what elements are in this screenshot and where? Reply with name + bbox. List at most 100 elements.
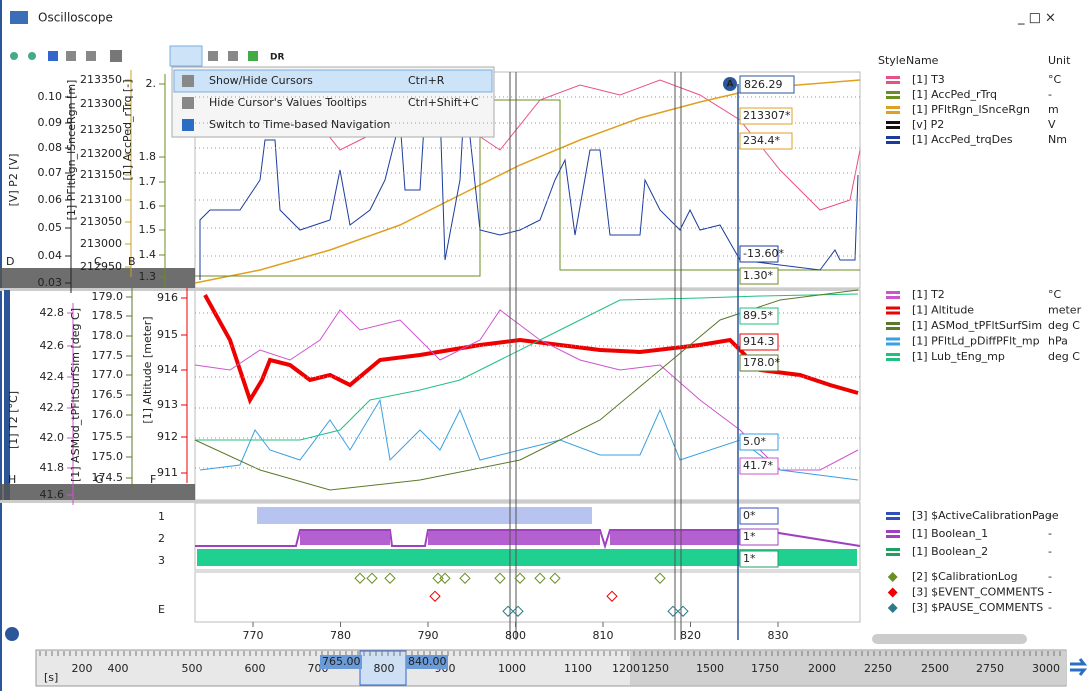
legend-name[interactable]: [3] $ActiveCalibrationPage [912, 509, 1059, 522]
cursor-value: 178.0* [743, 356, 780, 369]
legend-swatch [886, 126, 900, 129]
toolbar-label[interactable]: DR [270, 53, 284, 63]
legend-name[interactable]: [1] PFltRgn_lSnceRgn [912, 103, 1030, 116]
cursor-value-box [739, 333, 779, 351]
y-tick-label: 175.5 [92, 430, 124, 443]
nav-arrow[interactable] [1070, 658, 1088, 676]
cursor-value: 41.7* [743, 459, 773, 472]
y-tick-label: 174.5 [92, 471, 124, 484]
legend-swatch [887, 572, 898, 582]
y-tick-label: 42.2 [40, 401, 65, 414]
event-letter: E [158, 603, 165, 616]
legend-name[interactable]: [1] Boolean_2 [912, 545, 988, 558]
navigator-tick: 1500 [696, 662, 724, 675]
legend-swatch [886, 91, 900, 94]
legend-swatch [886, 322, 900, 325]
cursor-value: 1* [743, 552, 756, 565]
cursor-value-box [739, 107, 793, 125]
cursor-time: 826.29 [744, 78, 783, 91]
x-tick-label: 800 [505, 629, 526, 642]
menu-item[interactable]: Switch to Time-based Navigation [209, 118, 390, 131]
app-icon [10, 11, 28, 24]
axis-letter: C [94, 255, 102, 268]
navigator-tick: 800 [374, 662, 395, 675]
y-tick-label: 178.5 [92, 309, 124, 322]
cursor-value: 89.5* [743, 309, 773, 322]
legend-unit: - [1048, 88, 1052, 101]
legend-name[interactable]: [1] ASMod_tPFltSurfSim [912, 319, 1042, 332]
x-tick-label: 830 [768, 629, 789, 642]
legend-scrollbar[interactable] [872, 634, 1027, 644]
event-marker [429, 590, 441, 602]
y-tick-label: 42.0 [40, 431, 65, 444]
navigator-tick: 1100 [564, 662, 592, 675]
legend-name[interactable]: [1] T2 [912, 288, 945, 301]
nav-label-box [406, 655, 448, 669]
event-marker [654, 572, 666, 584]
legend-name[interactable]: [1] AccPed_rTrq [912, 88, 997, 101]
y-axis-label: [1] PFltRgn_lSnceRgn [m] [65, 80, 78, 221]
y-tick-label: 916 [157, 291, 178, 304]
legend-header: Unit [1048, 54, 1071, 67]
y-tick-label: 177.5 [92, 349, 124, 362]
legend-swatch [886, 81, 900, 84]
legend-unit: Nm [1048, 133, 1067, 146]
cursor-value-box [739, 267, 779, 285]
y-tick-label: 0.07 [38, 166, 63, 179]
menu-item[interactable]: Hide Cursor's Values Tooltips [209, 96, 367, 109]
cursor-value: 0* [743, 509, 756, 522]
y-tick-label: 178.0 [92, 329, 124, 342]
y-axis-label: [1] T2 [°C] [7, 391, 20, 449]
cursor-value: 1.30* [743, 269, 773, 282]
y-tick-label: 213200 [80, 147, 122, 160]
y-tick-label: 0.08 [38, 141, 63, 154]
cursor-value-box [739, 433, 779, 451]
event-marker [366, 572, 378, 584]
menu-item[interactable]: Show/Hide Cursors [209, 74, 313, 87]
legend-name[interactable]: [3] $PAUSE_COMMENTS [912, 601, 1043, 614]
menu-icon [182, 75, 194, 87]
navigator-start: 765.00 [322, 655, 361, 668]
y-axis-label: [1] Altitude [meter] [141, 316, 154, 423]
y-tick-label: 42.8 [40, 306, 65, 319]
digital-label: 2 [158, 532, 165, 545]
event-marker [606, 590, 618, 602]
legend-name[interactable]: [1] Lub_tEng_mp [912, 350, 1005, 363]
legend-unit: V [1048, 118, 1056, 131]
navigator-tick: 1250 [641, 662, 669, 675]
legend-swatch [886, 512, 900, 515]
legend-swatch [886, 291, 900, 294]
legend-swatch [886, 136, 900, 139]
info-icon[interactable] [5, 627, 19, 641]
y-tick-label: 913 [157, 398, 178, 411]
navigator-tick: 200 [72, 662, 93, 675]
legend-name[interactable]: [3] $EVENT_COMMENTS [912, 586, 1044, 599]
y-tick-label: 213250 [80, 123, 122, 136]
window-border [0, 0, 2, 691]
legend-name[interactable]: [v] P2 [912, 118, 944, 131]
menu-shortcut: Ctrl+Shift+C [408, 96, 479, 109]
window-controls[interactable]: _ □ × [1017, 11, 1056, 26]
cursor-value-box [739, 457, 779, 475]
navigator-tick: 2500 [921, 662, 949, 675]
legend-name[interactable]: [2] $CalibrationLog [912, 570, 1018, 583]
event-marker [549, 572, 561, 584]
legend-header: Style [878, 54, 906, 67]
legend-name[interactable]: [1] T3 [912, 73, 945, 86]
event-marker [534, 572, 546, 584]
legend-name[interactable]: [1] Boolean_1 [912, 527, 988, 540]
legend-swatch [886, 530, 900, 533]
event-marker [514, 572, 526, 584]
legend-swatch [886, 342, 900, 346]
legend-name[interactable]: [1] PFltLd_pDiffPFlt_mp [912, 335, 1040, 348]
y-axis-label: [V] P2 [V] [7, 154, 20, 207]
legend-unit: meter [1048, 304, 1082, 317]
y-tick-label: 179.0 [92, 290, 124, 303]
legend-name[interactable]: [1] AccPed_trqDes [912, 133, 1013, 146]
legend-unit: °C [1048, 288, 1062, 301]
y-axis-label: [1] AccPed_rTrq [-] [121, 80, 134, 181]
legend-swatch [886, 76, 900, 79]
y-tick-label: 0.04 [38, 249, 63, 262]
legend-name[interactable]: [1] Altitude [912, 304, 974, 317]
cursor-value: 5.0* [743, 435, 766, 448]
